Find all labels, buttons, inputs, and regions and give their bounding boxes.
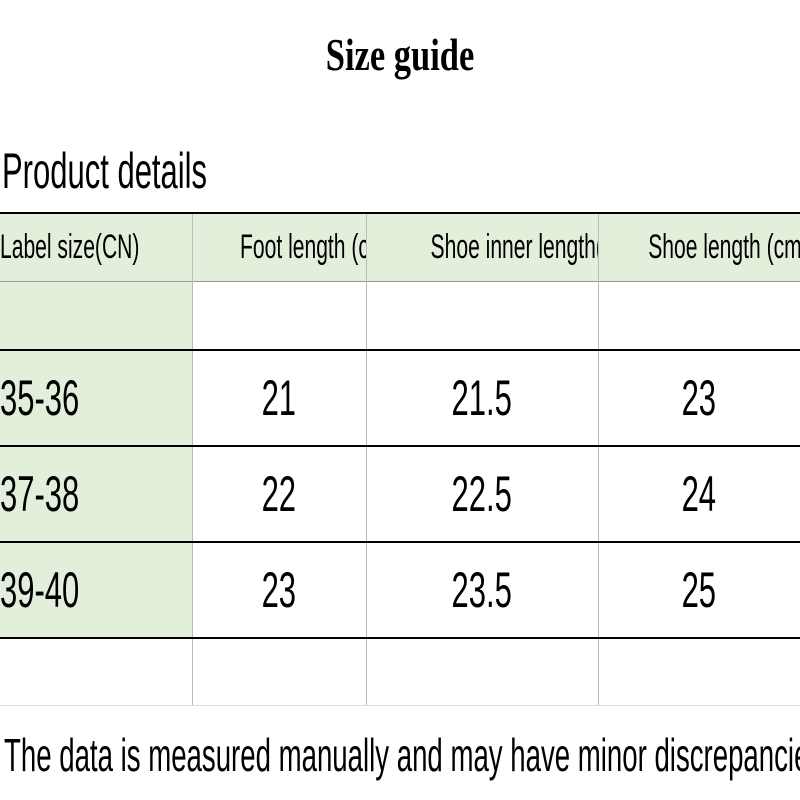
cell-text: 25 bbox=[682, 562, 717, 618]
header-row: Label size(CN) Foot length (cm) Shoe inner… bbox=[0, 212, 800, 282]
header-cell: Shoe inner length(cm) bbox=[365, 212, 598, 282]
cell-text: 23 bbox=[261, 562, 297, 618]
cell-text: 24 bbox=[682, 466, 717, 522]
subtitle-text: Product details bbox=[2, 143, 208, 199]
title: Size guide bbox=[0, 28, 800, 81]
header-cell: Foot length (cm) bbox=[191, 212, 366, 282]
data-cell: 22 bbox=[191, 445, 366, 542]
size-table: Label size(CN) Foot length (cm) Shoe inner… bbox=[0, 212, 800, 706]
blank-cell bbox=[597, 281, 800, 350]
blank-row bbox=[0, 637, 800, 706]
data-cell: 39-40 bbox=[0, 541, 192, 638]
cell-text: 21 bbox=[261, 370, 297, 426]
header-cell: Shoe length (cm) bbox=[597, 212, 800, 282]
subtitle: Product details bbox=[2, 142, 333, 200]
blank-cell bbox=[0, 637, 192, 706]
title-text: Size guide bbox=[325, 29, 475, 80]
cell-text: 23 bbox=[682, 370, 717, 426]
data-cell: 22.5 bbox=[365, 445, 598, 542]
data-cell: 24 bbox=[597, 445, 800, 542]
data-cell: 35-36 bbox=[0, 349, 192, 446]
header-cell: Label size(CN) bbox=[0, 212, 192, 282]
data-row: 37-38 22 22.5 24 bbox=[0, 445, 800, 542]
cell-text: 21.5 bbox=[451, 370, 513, 426]
footer-note-text: The data is measured manually and may ha… bbox=[4, 729, 800, 781]
blank-cell bbox=[365, 281, 598, 350]
data-cell: 23 bbox=[191, 541, 366, 638]
cell-text: 22.5 bbox=[451, 466, 513, 522]
cell-text: Shoe inner length(cm) bbox=[430, 228, 598, 266]
cell-text: 22 bbox=[261, 466, 297, 522]
cell-text: 23.5 bbox=[451, 562, 513, 618]
blank-row bbox=[0, 281, 800, 350]
cell-text: Foot length (cm) bbox=[239, 228, 366, 266]
data-cell: 37-38 bbox=[0, 445, 192, 542]
blank-cell bbox=[0, 281, 192, 350]
data-cell: 23 bbox=[597, 349, 800, 446]
data-row: 35-36 21 21.5 23 bbox=[0, 349, 800, 446]
blank-cell bbox=[597, 637, 800, 706]
data-cell: 25 bbox=[597, 541, 800, 638]
data-cell: 21 bbox=[191, 349, 366, 446]
blank-cell bbox=[365, 637, 598, 706]
blank-cell bbox=[191, 637, 366, 706]
blank-cell bbox=[191, 281, 366, 350]
data-cell: 23.5 bbox=[365, 541, 598, 638]
cell-text: 35-36 bbox=[0, 370, 80, 426]
footer-note: The data is measured manually and may ha… bbox=[4, 728, 800, 782]
cell-text: 39-40 bbox=[0, 562, 80, 618]
data-row: 39-40 23 23.5 25 bbox=[0, 541, 800, 638]
cell-text: 37-38 bbox=[0, 466, 80, 522]
table-body: Label size(CN) Foot length (cm) Shoe inner… bbox=[0, 212, 800, 706]
cell-text: Shoe length (cm) bbox=[647, 228, 800, 266]
data-cell: 21.5 bbox=[365, 349, 598, 446]
cell-text: Label size(CN) bbox=[0, 228, 140, 266]
